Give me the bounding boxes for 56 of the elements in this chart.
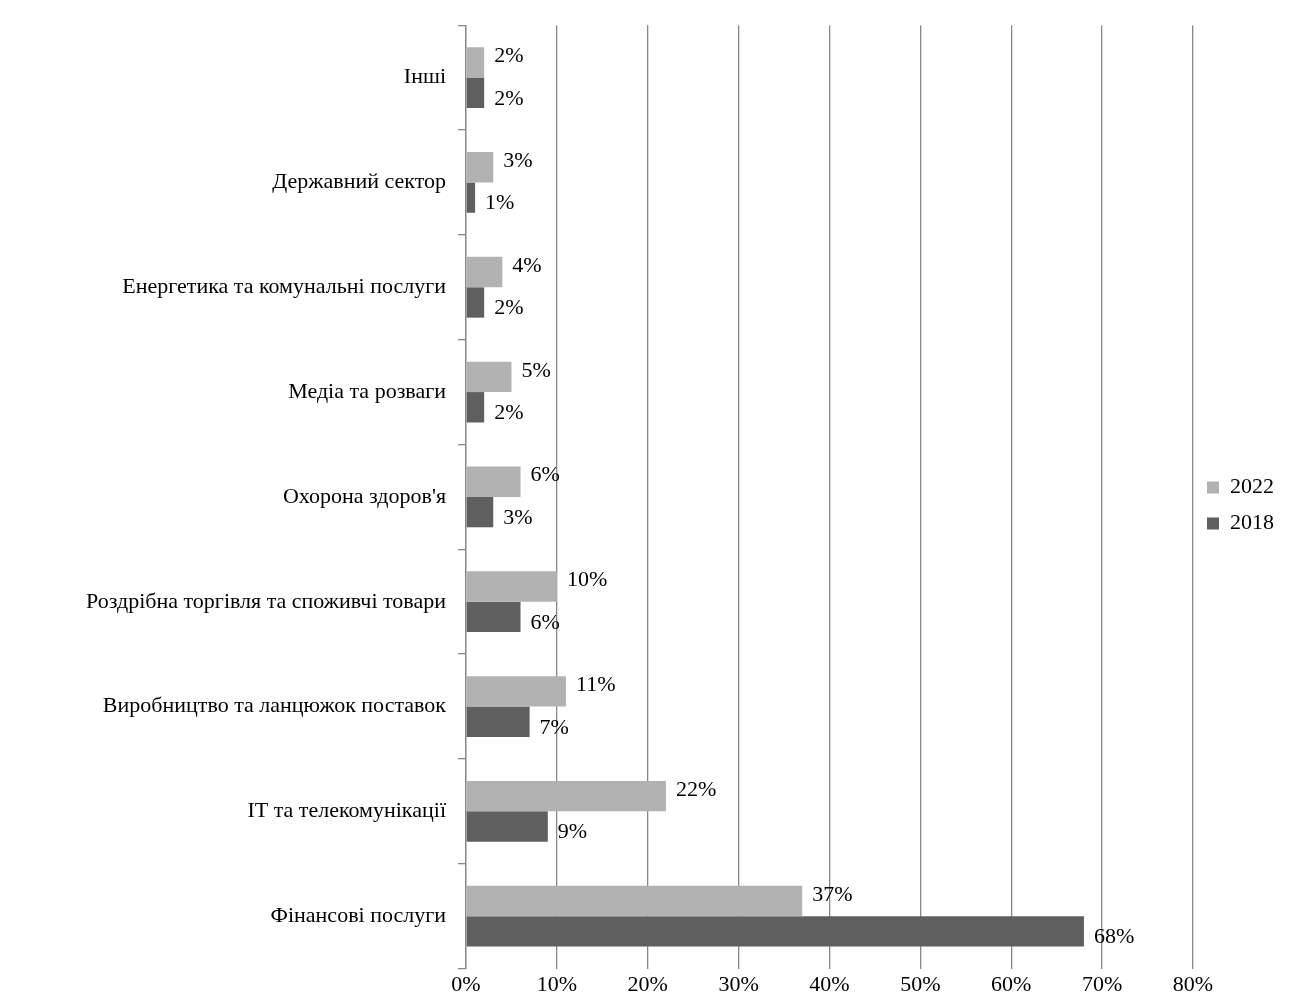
x-tick-label: 70% xyxy=(1081,970,1123,996)
bar xyxy=(466,256,503,288)
data-label: 5% xyxy=(521,356,551,382)
data-label: 6% xyxy=(530,608,560,634)
x-tick-label: 20% xyxy=(627,970,668,996)
y-tick-label: Енергетика та комунальні послуги xyxy=(122,273,447,299)
bar xyxy=(466,361,512,393)
y-tick-label: Виробництво та ланцюжок поставок xyxy=(102,692,447,718)
bar xyxy=(466,182,476,213)
legend-label: 2018 xyxy=(1230,509,1274,535)
bar xyxy=(466,811,548,842)
bar xyxy=(466,47,485,78)
bar xyxy=(466,77,485,109)
bar xyxy=(466,780,666,812)
y-tick-label: Державний сектор xyxy=(272,168,446,194)
bar xyxy=(466,152,494,183)
data-label: 4% xyxy=(512,251,542,277)
data-label: 1% xyxy=(485,189,515,215)
bar xyxy=(466,392,485,423)
data-label: 3% xyxy=(503,503,533,529)
bar xyxy=(466,601,521,633)
x-tick-label: 10% xyxy=(536,970,578,996)
x-tick-label: 50% xyxy=(900,970,941,996)
x-tick-label: 0% xyxy=(451,970,481,996)
y-tick-label: Медіа та розваги xyxy=(288,377,447,403)
data-label: 2% xyxy=(494,294,524,320)
bar xyxy=(466,496,494,528)
y-tick-label: ІТ та телекомунікації xyxy=(247,797,447,823)
y-tick-label: Фінансові послуги xyxy=(270,901,447,927)
data-label: 2% xyxy=(494,42,524,68)
data-label: 11% xyxy=(575,671,616,697)
data-label: 2% xyxy=(494,84,524,110)
bar xyxy=(466,466,521,497)
data-label: 6% xyxy=(530,461,560,487)
data-label: 7% xyxy=(539,713,569,739)
bar xyxy=(466,676,566,707)
y-tick-label: Охорона здоров'я xyxy=(282,482,446,508)
data-label: 2% xyxy=(494,399,524,425)
data-label: 9% xyxy=(557,818,588,844)
data-label: 10% xyxy=(566,566,608,592)
bar xyxy=(466,706,530,737)
x-tick-label: 40% xyxy=(809,970,850,996)
x-tick-label: 80% xyxy=(1172,970,1214,996)
data-label: 3% xyxy=(503,147,533,173)
bar xyxy=(466,885,803,917)
data-label: 37% xyxy=(812,880,853,906)
legend-label: 2022 xyxy=(1230,473,1274,499)
y-tick-label: Роздрібна торгівля та споживчі товари xyxy=(86,587,447,613)
bar xyxy=(466,287,485,318)
bar xyxy=(466,571,557,602)
x-tick-label: 60% xyxy=(991,970,1032,996)
y-tick-label: Інші xyxy=(403,63,446,89)
x-tick-label: 30% xyxy=(718,970,759,996)
bar xyxy=(466,916,1084,947)
data-label: 22% xyxy=(675,775,717,801)
data-label: 68% xyxy=(1093,923,1135,949)
